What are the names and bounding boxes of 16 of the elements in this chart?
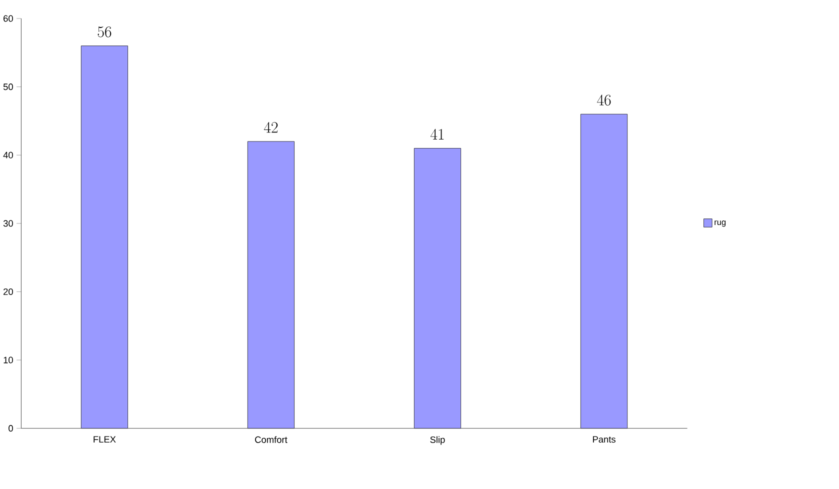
x-tick-label: FLEX bbox=[94, 436, 116, 442]
y-tick-label: 40 bbox=[3, 152, 13, 158]
legend-label: rug bbox=[714, 220, 726, 227]
data-label: 42 bbox=[264, 122, 278, 132]
x-tick-label: Pants bbox=[592, 436, 616, 442]
data-label: 41 bbox=[430, 128, 444, 140]
y-tick-label: 30 bbox=[3, 220, 13, 226]
y-tick-label: 10 bbox=[4, 356, 13, 364]
data-label: 46 bbox=[597, 94, 611, 106]
x-tick-label: Slip bbox=[430, 436, 445, 445]
y-tick-label: 50 bbox=[3, 83, 13, 90]
y-tick-label: 60 bbox=[4, 15, 13, 22]
x-tick-label: Comfort bbox=[255, 436, 288, 443]
data-label: 56 bbox=[98, 26, 112, 38]
y-tick-label: 20 bbox=[4, 288, 13, 295]
y-tick-label: 0 bbox=[8, 424, 13, 432]
